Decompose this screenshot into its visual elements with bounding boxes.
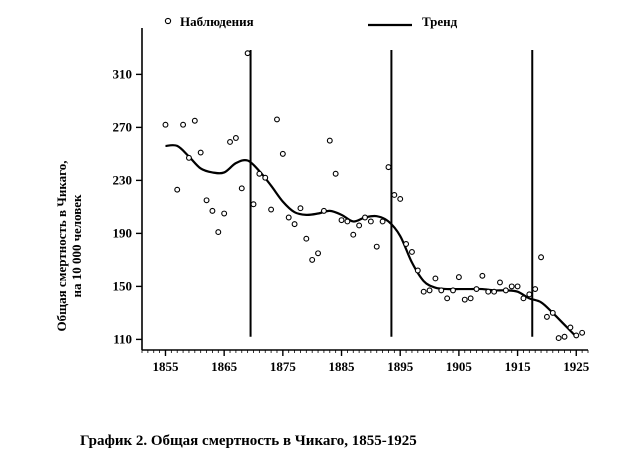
observation-point — [532, 286, 539, 292]
observation-point — [491, 288, 498, 295]
observation-point — [279, 150, 286, 157]
observation-point — [197, 149, 204, 156]
observation-point — [185, 154, 192, 161]
y-axis-label-line: на 10 000 человек — [69, 194, 84, 298]
observation-point — [385, 164, 392, 171]
observation-point — [455, 274, 462, 281]
observation-point — [215, 229, 222, 236]
observation-point — [414, 267, 421, 274]
observation-point — [344, 218, 351, 225]
legend-label-observations: Наблюдения — [180, 14, 254, 29]
observation-point — [320, 207, 327, 214]
x-tick-label: 1865 — [211, 359, 238, 374]
observation-point — [362, 214, 368, 221]
observation-point — [555, 335, 562, 342]
y-tick-label: 310 — [113, 66, 133, 81]
trend-line — [165, 144, 578, 338]
observation-point — [332, 170, 339, 177]
observation-point — [244, 50, 251, 57]
x-tick-label: 1885 — [329, 359, 356, 374]
y-axis-label: Общая смертность в Чикаго, на 10 000 чело… — [54, 161, 84, 332]
observation-point — [502, 287, 509, 294]
observation-point — [561, 333, 568, 340]
observation-point — [497, 279, 503, 286]
observation-point — [520, 295, 527, 302]
x-tick-label: 1855 — [152, 359, 179, 374]
observation-point — [514, 283, 521, 290]
legend-marker-observations — [164, 17, 172, 25]
observation-point — [174, 186, 181, 193]
y-tick-label: 190 — [113, 225, 133, 240]
x-tick-label: 1915 — [505, 359, 532, 374]
observation-point — [473, 286, 480, 292]
observation-point — [479, 272, 486, 279]
observation-point — [426, 287, 433, 294]
observation-point — [356, 222, 363, 229]
observation-point — [350, 231, 357, 238]
observation-point — [180, 121, 187, 128]
observation-point — [508, 283, 515, 290]
observation-point — [367, 218, 374, 225]
x-tick-label: 1875 — [270, 359, 297, 374]
observation-point — [303, 235, 310, 242]
observation-point — [567, 324, 574, 331]
observation-point — [203, 197, 210, 204]
y-tick-label: 230 — [113, 172, 133, 187]
observation-point — [549, 309, 556, 316]
observation-point — [420, 288, 427, 295]
observation-point — [391, 192, 398, 198]
observation-point — [309, 256, 316, 263]
observation-point — [256, 170, 263, 177]
observation-point — [397, 195, 404, 202]
observation-point — [403, 241, 410, 247]
observation-point — [221, 210, 228, 217]
observation-point — [232, 135, 239, 141]
observation-point — [285, 214, 292, 221]
observation-point — [238, 185, 245, 192]
observation-point — [579, 329, 586, 336]
observation-point — [315, 250, 322, 257]
observation-point — [444, 295, 451, 302]
observation-point — [467, 295, 474, 302]
x-tick-label: 1905 — [446, 359, 473, 374]
y-tick-label: 150 — [113, 278, 133, 293]
observation-point — [268, 206, 275, 213]
x-tick-label: 1895 — [387, 359, 414, 374]
observation-point — [543, 313, 550, 320]
observation-point — [538, 254, 545, 261]
observation-point — [191, 117, 198, 124]
x-tick-label: 1925 — [563, 359, 590, 374]
observation-point — [432, 275, 439, 282]
observation-point — [297, 205, 304, 212]
observation-point — [209, 207, 216, 214]
observation-point — [338, 217, 345, 224]
observation-point — [227, 139, 233, 145]
y-axis-label-line: Общая смертность в Чикаго, — [54, 161, 69, 332]
observation-point — [274, 116, 280, 123]
y-tick-label: 270 — [113, 119, 133, 134]
legend-label-trend: Тренд — [422, 14, 458, 29]
observation-point — [326, 137, 333, 144]
observation-point — [526, 291, 533, 298]
chart-caption: График 2. Общая смертность в Чикаго, 185… — [80, 433, 417, 449]
y-tick-label: 110 — [113, 331, 132, 346]
observation-point — [573, 332, 580, 339]
observation-point — [262, 174, 269, 181]
observation-point — [291, 221, 298, 228]
observation-point — [408, 248, 415, 255]
observation-point — [485, 288, 492, 295]
observation-point — [438, 287, 445, 294]
observation-point — [450, 287, 456, 294]
observation-point — [250, 201, 257, 208]
observation-point — [461, 296, 468, 303]
observation-point — [379, 218, 386, 225]
observation-point — [162, 121, 169, 128]
observation-point — [373, 243, 380, 250]
